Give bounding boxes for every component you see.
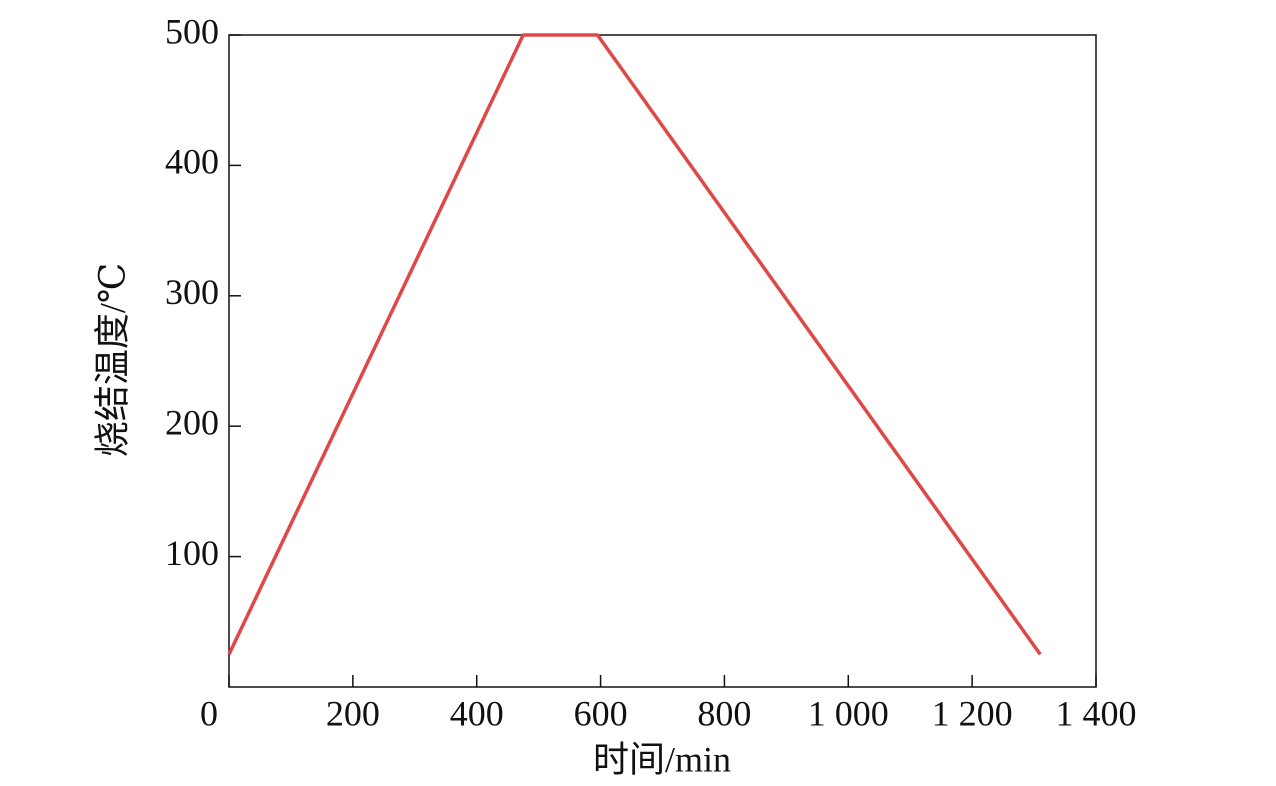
x-tick-label: 400 bbox=[450, 693, 504, 733]
x-tick-label: 600 bbox=[574, 693, 628, 733]
x-tick-label: 1 000 bbox=[808, 693, 889, 733]
x-axis-label: 时间/min bbox=[593, 739, 731, 779]
y-axis-label: 烧结温度/℃ bbox=[92, 263, 132, 457]
y-tick-label: 300 bbox=[165, 272, 219, 312]
x-tick-label: 0 bbox=[200, 693, 218, 733]
x-tick-label: 200 bbox=[326, 693, 380, 733]
plot-frame bbox=[228, 34, 1097, 688]
y-tick-label: 100 bbox=[165, 533, 219, 573]
x-tick-label: 1 200 bbox=[932, 693, 1013, 733]
data-line bbox=[227, 33, 1042, 656]
y-tick-label: 200 bbox=[165, 402, 219, 442]
y-tick-label: 400 bbox=[165, 142, 219, 182]
x-tick-label: 1 400 bbox=[1056, 693, 1137, 733]
y-tick-label: 500 bbox=[165, 11, 219, 51]
x-tick-label: 800 bbox=[697, 693, 751, 733]
